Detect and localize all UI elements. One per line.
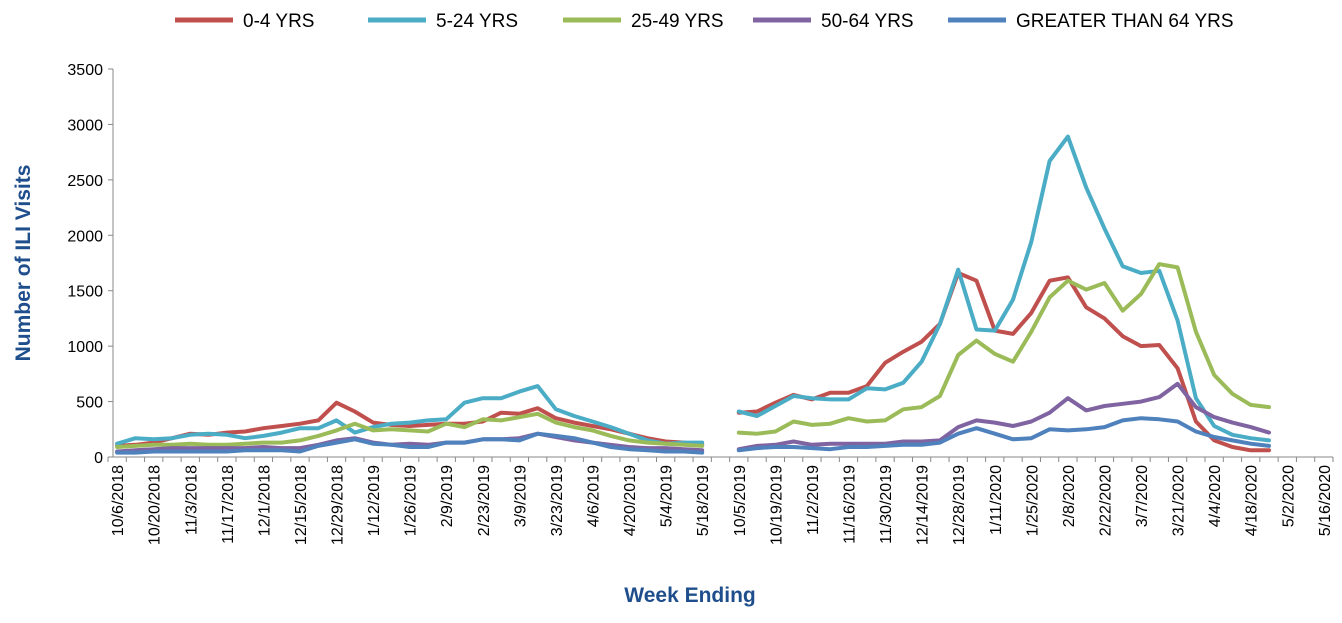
x-tick-label: 10/6/2018 [110, 465, 127, 536]
y-tick-label: 0 [94, 450, 103, 467]
x-tick-label: 1/26/2019 [403, 465, 420, 536]
series-line [115, 134, 1271, 446]
x-tick-label: 1/12/2019 [366, 465, 383, 536]
x-tick-label: 4/4/2020 [1207, 465, 1224, 527]
x-tick-label: 11/3/2018 [183, 465, 200, 535]
series-line [115, 271, 1271, 453]
y-tick-label: 2000 [67, 228, 103, 245]
x-tick-label: 2/9/2019 [439, 465, 456, 527]
x-axis-title: Week Ending [624, 584, 755, 607]
y-tick-label: 500 [76, 395, 103, 412]
x-tick-label: 2/8/2020 [1061, 465, 1078, 527]
x-tick-label: 12/29/2018 [330, 465, 347, 545]
x-tick-label: 10/19/2019 [768, 465, 785, 545]
x-tick-label: 11/2/2019 [805, 465, 822, 535]
x-tick-label: 4/20/2019 [622, 465, 639, 536]
x-tick-label: 1/11/2020 [988, 465, 1005, 535]
x-tick-label: 2/22/2020 [1097, 465, 1114, 536]
y-tick-label: 2500 [67, 173, 103, 190]
legend-label: 25-49 YRS [631, 11, 724, 32]
x-tick-label: 5/16/2020 [1317, 465, 1334, 536]
legend-label: 50-64 YRS [821, 11, 914, 32]
y-tick-label: 1000 [67, 339, 103, 356]
x-tick-label: 12/1/2018 [256, 465, 273, 536]
x-tick-label: 10/5/2019 [732, 465, 749, 536]
x-tick-label: 5/2/2020 [1280, 465, 1297, 527]
x-tick-label: 12/14/2019 [915, 465, 932, 545]
series-line [115, 262, 1271, 449]
legend-label: GREATER THAN 64 YRS [1016, 11, 1234, 32]
x-tick-label: 11/30/2019 [878, 465, 895, 544]
legend-label: 5-24 YRS [436, 11, 518, 32]
x-tick-label: 3/9/2019 [512, 465, 529, 527]
series-line [115, 416, 1271, 455]
x-tick-label: 3/23/2019 [549, 465, 566, 536]
x-tick-label: 11/16/2019 [841, 465, 858, 544]
x-tick-label: 5/18/2019 [695, 465, 712, 536]
x-tick-label: 12/28/2019 [951, 465, 968, 545]
x-tick-label: 11/17/2018 [220, 465, 237, 544]
y-tick-label: 3000 [67, 117, 103, 134]
x-tick-label: 4/18/2020 [1244, 465, 1261, 536]
x-tick-label: 10/20/2018 [147, 465, 164, 545]
x-tick-label: 1/25/2020 [1024, 465, 1041, 536]
x-tick-label: 2/23/2019 [476, 465, 493, 536]
y-axis-title: Number of ILI Visits [12, 165, 35, 362]
x-tick-label: 5/4/2019 [659, 465, 676, 527]
x-tick-label: 3/21/2020 [1171, 465, 1188, 536]
x-tick-label: 4/6/2019 [586, 465, 603, 527]
x-tick-label: 3/7/2020 [1134, 465, 1151, 527]
legend-label: 0-4 YRS [243, 11, 314, 32]
y-tick-label: 1500 [67, 284, 103, 301]
y-tick-label: 3500 [67, 62, 103, 79]
x-tick-label: 12/15/2018 [293, 465, 310, 545]
